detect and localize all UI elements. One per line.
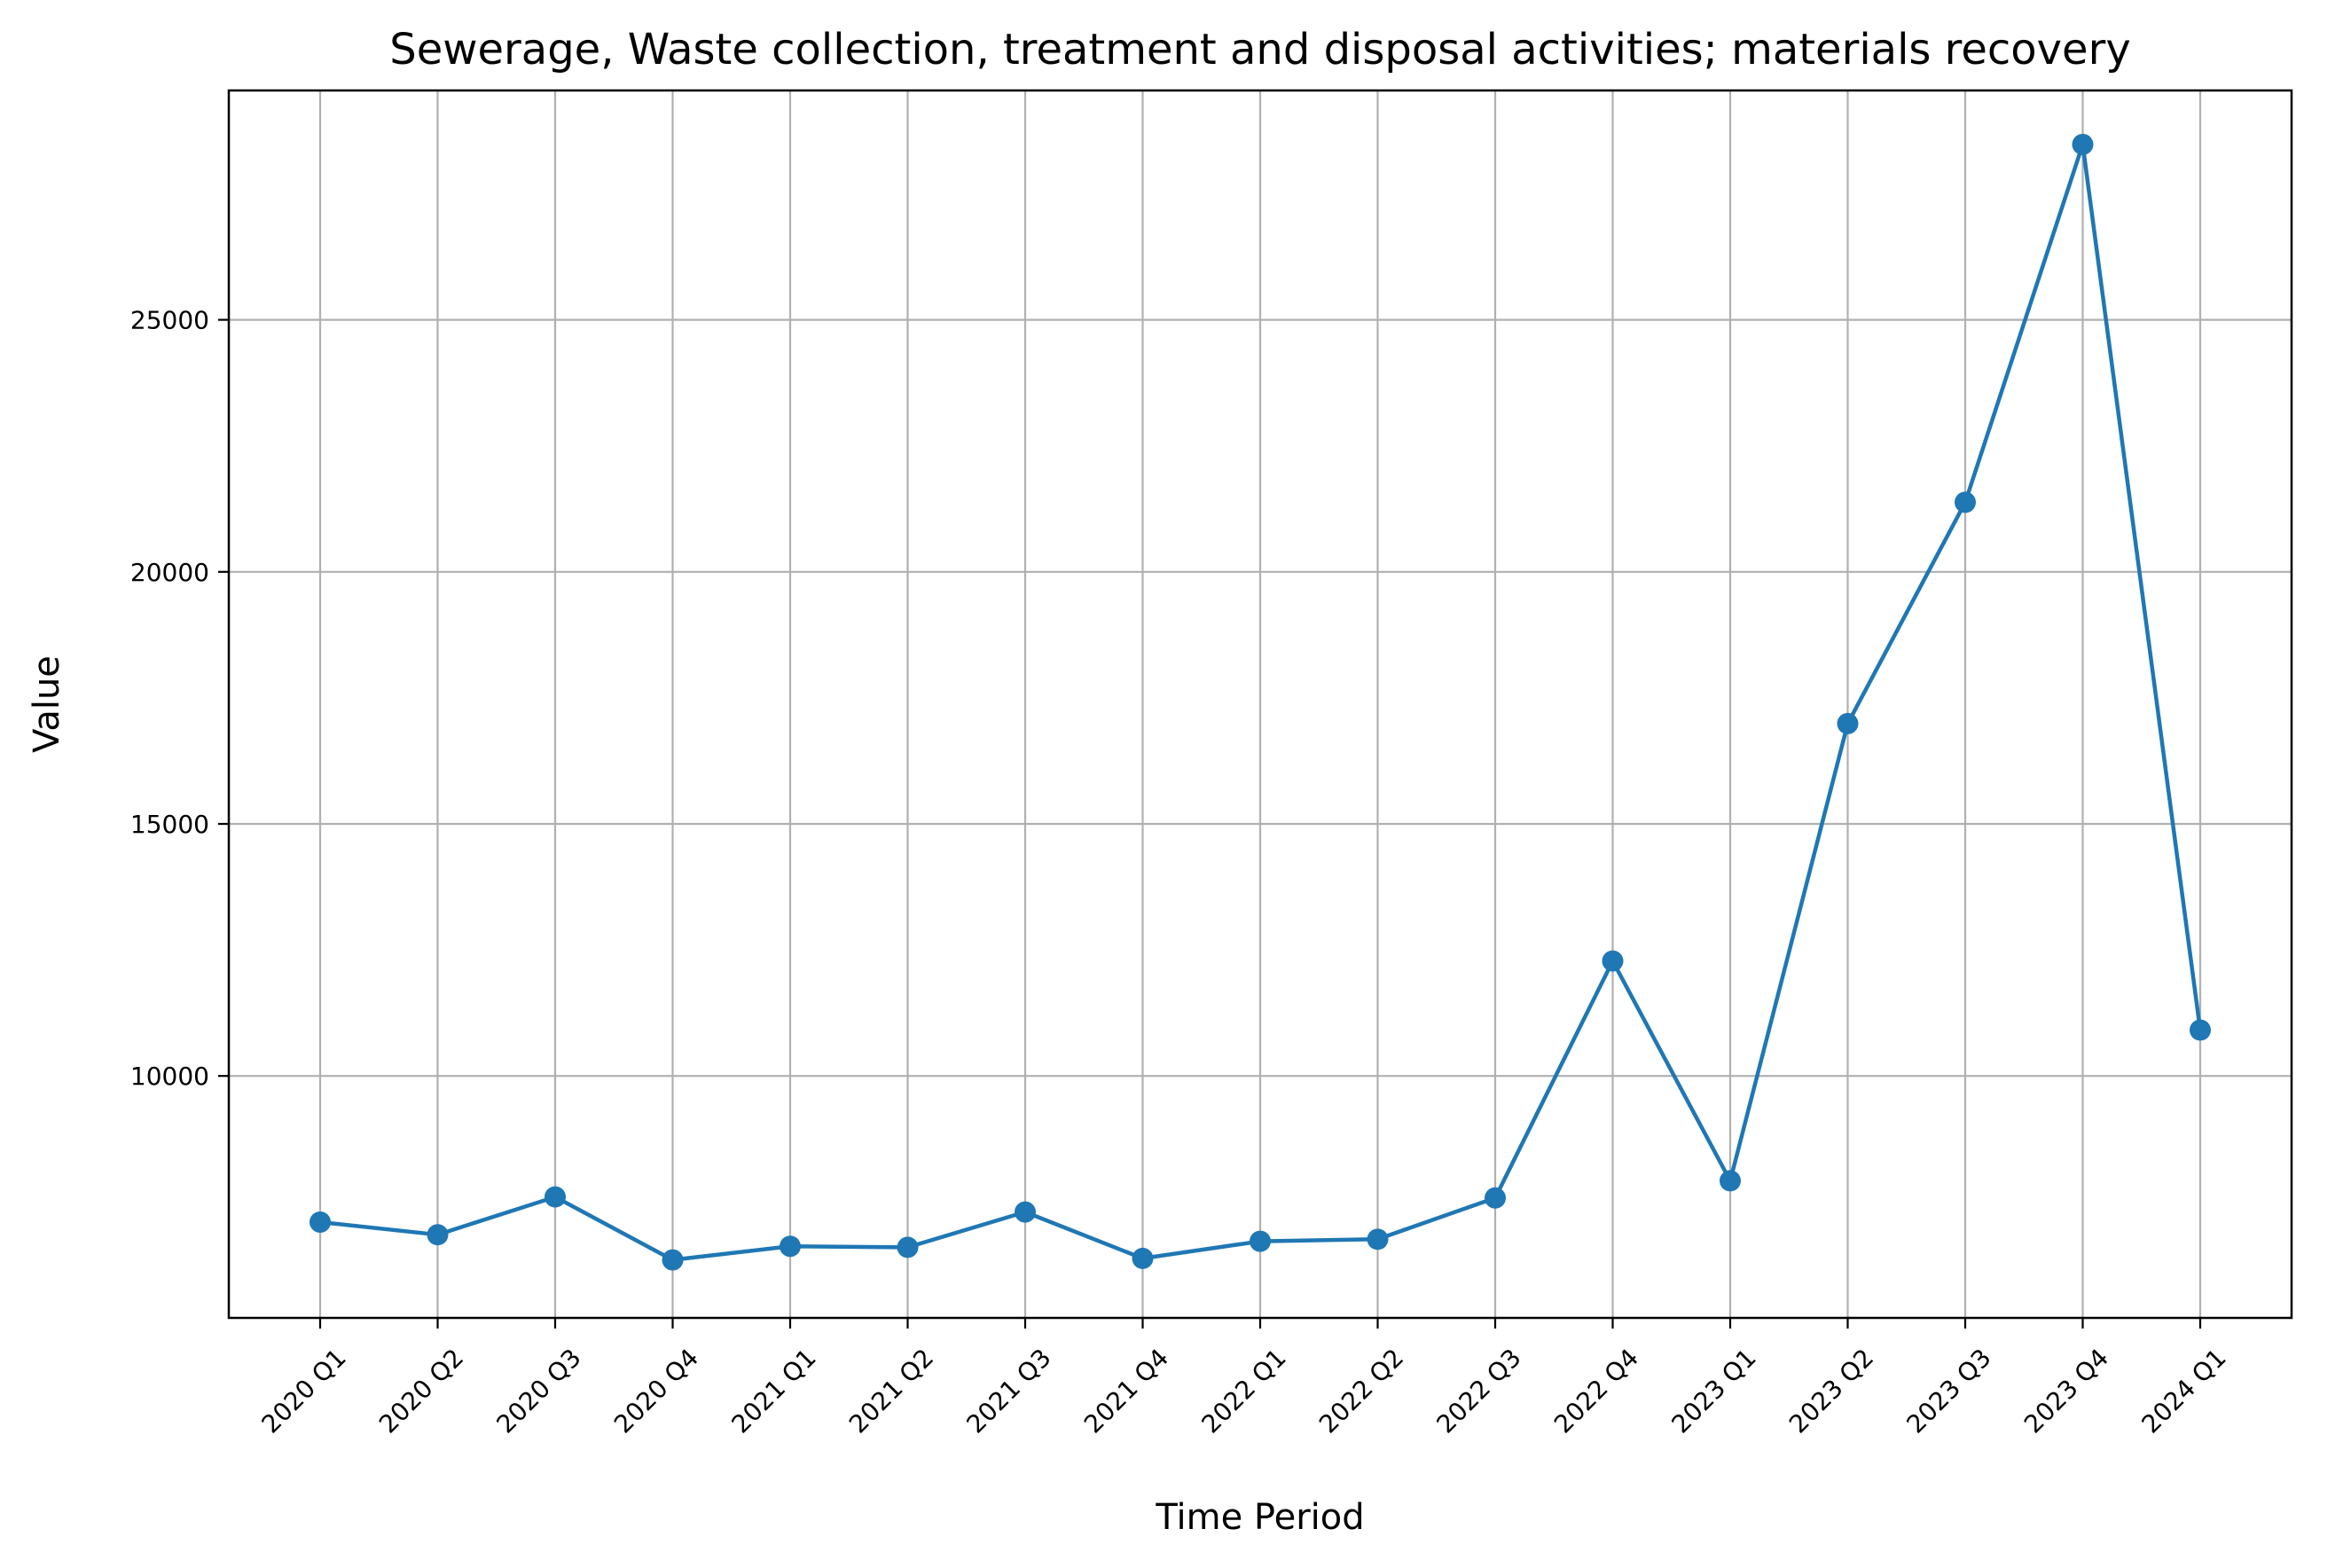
data-point-marker bbox=[545, 1186, 566, 1208]
data-point-marker bbox=[780, 1235, 801, 1258]
data-point-marker bbox=[1015, 1201, 1036, 1223]
data-point-marker bbox=[1250, 1230, 1271, 1252]
data-point-marker bbox=[1485, 1187, 1506, 1209]
data-series bbox=[310, 133, 2211, 1271]
data-point-marker bbox=[1720, 1170, 1741, 1192]
data-point-marker bbox=[1955, 491, 1976, 514]
data-point-marker bbox=[2072, 133, 2094, 155]
y-tick-label: 25000 bbox=[130, 306, 209, 335]
y-tick-label: 10000 bbox=[130, 1062, 209, 1091]
data-point-marker bbox=[897, 1236, 919, 1258]
y-tick-label: 15000 bbox=[130, 810, 209, 839]
chart-title: Sewerage, Waste collection, treatment an… bbox=[389, 25, 2130, 74]
data-point-marker bbox=[427, 1224, 449, 1246]
y-axis-title: Value bbox=[27, 655, 67, 753]
x-axis-title: Time Period bbox=[1155, 1497, 1364, 1538]
data-point-marker bbox=[1837, 712, 1859, 734]
data-point-marker bbox=[2190, 1019, 2211, 1041]
grid-lines bbox=[229, 90, 2292, 1318]
data-point-marker bbox=[662, 1249, 684, 1271]
data-point-marker bbox=[1367, 1228, 1389, 1250]
data-point-marker bbox=[1132, 1247, 1154, 1269]
y-tick-label: 20000 bbox=[130, 558, 209, 587]
data-point-marker bbox=[310, 1211, 331, 1234]
data-point-marker bbox=[1602, 950, 1624, 972]
